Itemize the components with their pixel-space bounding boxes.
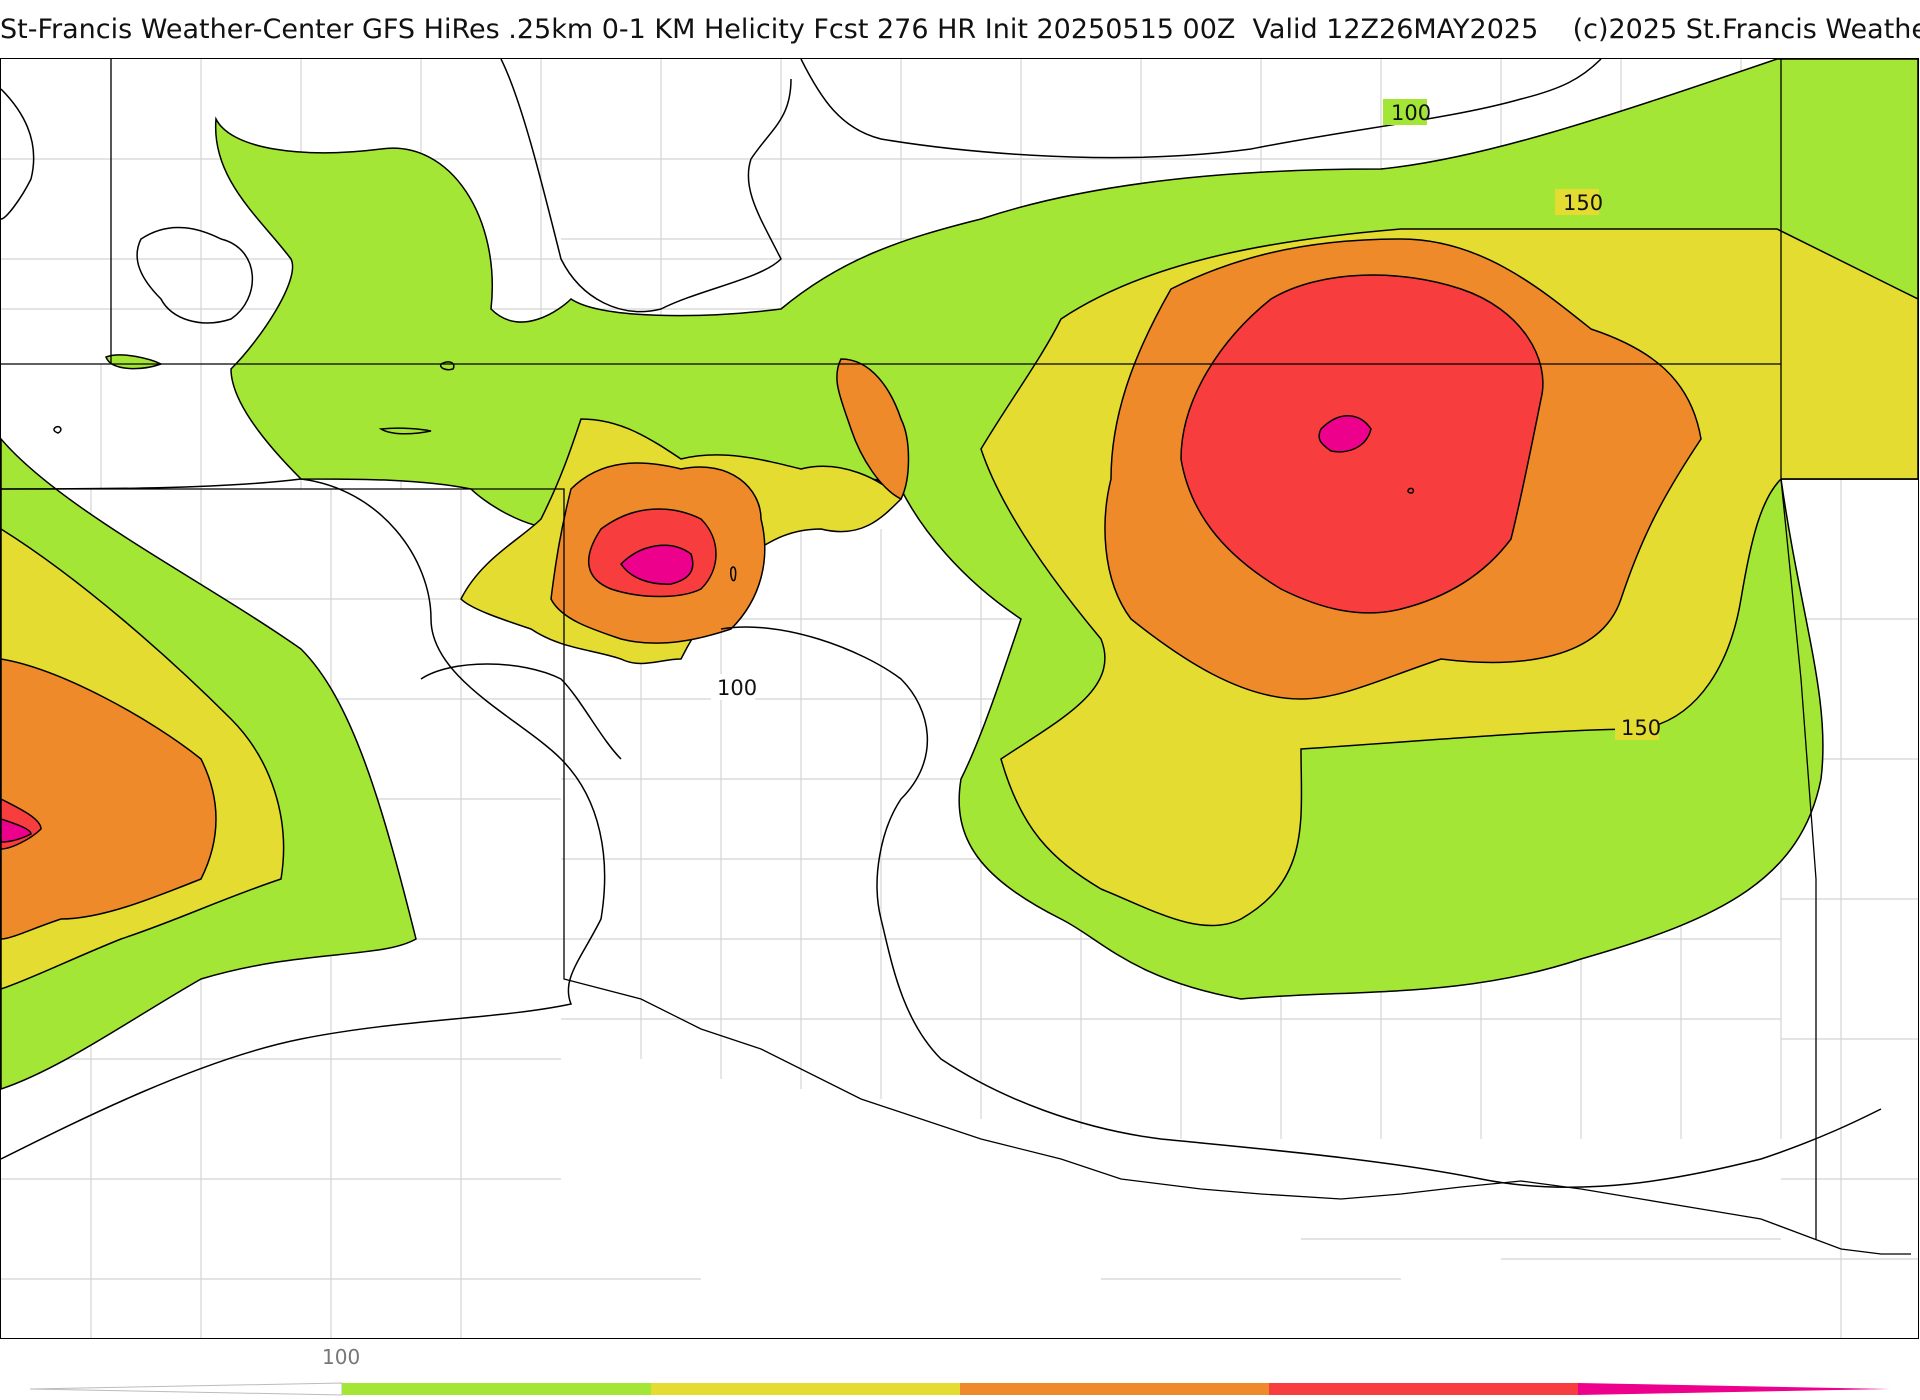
contour-label-150-east: 150 xyxy=(1621,716,1661,740)
state-boundaries xyxy=(1,59,1918,1255)
legend-taper-low xyxy=(29,1382,343,1396)
legend-band-250 xyxy=(1269,1383,1578,1395)
helicity-fill-300 xyxy=(1,415,1372,843)
helicity-contour-lines xyxy=(1,59,1882,1189)
forecast-map: 100 150 100 150 xyxy=(0,58,1919,1339)
contour-label-100-north: 100 xyxy=(1391,101,1431,125)
contour-labels: 100 150 100 150 xyxy=(711,99,1661,740)
legend-band-150 xyxy=(651,1383,960,1395)
legend-tick-label-100: 100 xyxy=(322,1345,361,1369)
legend-band-100 xyxy=(342,1383,651,1395)
contour-label-100-south: 100 xyxy=(717,676,757,700)
map-title: St-Francis Weather-Center GFS HiRes .25k… xyxy=(0,14,1920,45)
legend-taper-high xyxy=(1578,1383,1890,1395)
contour-label-150-north: 150 xyxy=(1563,191,1603,215)
legend-band-200 xyxy=(960,1383,1269,1395)
color-legend: 100 xyxy=(0,1345,1920,1400)
